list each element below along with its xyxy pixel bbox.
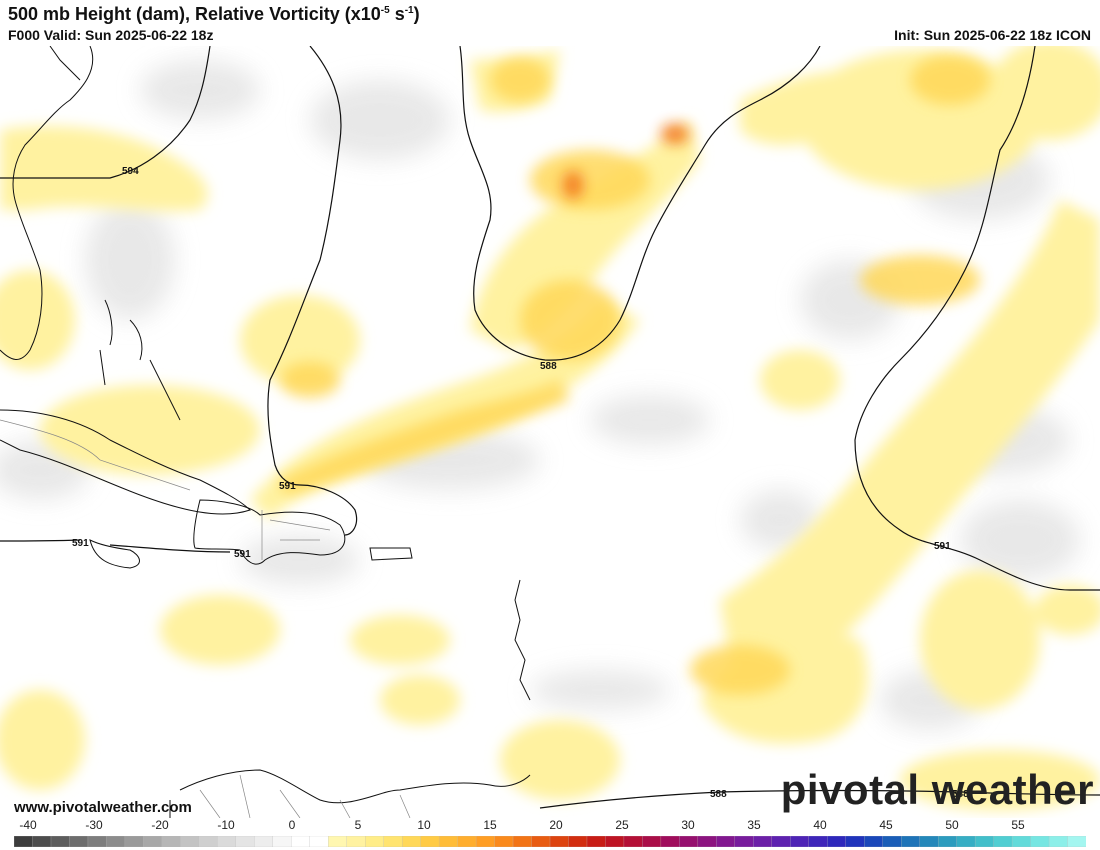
vorticity-colorbar [14, 836, 1086, 847]
coastlines [0, 46, 531, 818]
colorbar-swatch [827, 836, 847, 847]
colorbar-swatch [32, 836, 52, 847]
colorbar-tick-label: 50 [945, 818, 959, 832]
colorbar-tick-label: 55 [1011, 818, 1025, 832]
colorbar-tick-label: 0 [288, 818, 296, 832]
colorbar-swatch [475, 836, 496, 847]
colorbar-swatch [679, 836, 699, 847]
colorbar-swatch [605, 836, 625, 847]
colorbar-swatch [365, 836, 385, 847]
colorbar-swatch [217, 836, 237, 847]
colorbar-swatch [161, 836, 181, 847]
colorbar-swatch [106, 836, 126, 847]
contour-labels: 594 588 591 591 591 591 588 588 [72, 166, 969, 800]
colorbar-swatch [124, 836, 145, 847]
svg-text:591: 591 [234, 549, 251, 560]
colorbar-swatch [328, 836, 348, 847]
svg-text:588: 588 [952, 789, 969, 800]
svg-text:594: 594 [122, 166, 139, 177]
colorbar-swatch [50, 836, 71, 847]
colorbar-tick-label: -30 [85, 818, 103, 832]
colorbar-tick-labels: -40 -30 -20 -10 0 5 10 15 20 25 30 35 40… [0, 818, 1100, 834]
colorbar-tick-label: 25 [615, 818, 629, 832]
colorbar-tick-label: 5 [354, 818, 362, 832]
height-contours [0, 46, 1100, 809]
colorbar-swatch [1067, 836, 1086, 847]
colorbar-swatch [586, 836, 607, 847]
colorbar-swatch [753, 836, 773, 847]
pivotal-weather-logo: pivotal weather [780, 766, 1094, 813]
colorbar-swatch [14, 836, 34, 847]
svg-text:591: 591 [279, 481, 296, 492]
map-header: 500 mb Height (dam), Relative Vorticity … [0, 0, 1100, 46]
colorbar-swatch [531, 836, 551, 847]
colorbar-swatch [1048, 836, 1069, 847]
colorbar-swatch [808, 836, 828, 847]
colorbar-swatch [623, 836, 644, 847]
colorbar-swatch [882, 836, 902, 847]
init-time: Init: Sun 2025-06-22 18z ICON [894, 27, 1091, 43]
colorbar-tick-label: -40 [19, 818, 37, 832]
website-credit: www.pivotalweather.com [14, 799, 192, 816]
colorbar-swatch [660, 836, 681, 847]
svg-text:591: 591 [72, 538, 89, 549]
colorbar-swatch [420, 836, 440, 847]
colorbar-swatch [457, 836, 477, 847]
colorbar-swatch [790, 836, 810, 847]
colorbar-tick-label: 35 [747, 818, 761, 832]
colorbar-swatch [309, 836, 329, 847]
colorbar-swatch [716, 836, 736, 847]
colorbar-tick-label: -10 [217, 818, 235, 832]
svg-text:591: 591 [934, 541, 951, 552]
colorbar-swatch [642, 836, 662, 847]
colorbar-swatch [494, 836, 514, 847]
weather-map[interactable]: 594 588 591 591 591 591 588 588 [0, 46, 1100, 818]
colorbar-swatch [864, 836, 884, 847]
colorbar-swatch [272, 836, 292, 847]
colorbar-swatch [180, 836, 200, 847]
colorbar-tick-label: 30 [681, 818, 695, 832]
map-title: 500 mb Height (dam), Relative Vorticity … [8, 4, 420, 24]
borders [0, 419, 411, 818]
colorbar-swatch [383, 836, 403, 847]
colorbar-swatch [549, 836, 570, 847]
strong-vorticity-shading [563, 124, 689, 199]
colorbar-tick-label: 40 [813, 818, 827, 832]
colorbar-swatch [87, 836, 108, 847]
colorbar-swatch [401, 836, 422, 847]
colorbar-swatch [697, 836, 717, 847]
moderate-vorticity-shading [280, 55, 990, 695]
colorbar-swatch [937, 836, 958, 847]
colorbar-swatch [845, 836, 865, 847]
colorbar-tick-label: -20 [151, 818, 169, 832]
colorbar-tick-label: 20 [549, 818, 563, 832]
colorbar-tick-label: 15 [483, 818, 497, 832]
colorbar-swatch [901, 836, 921, 847]
colorbar-swatch [771, 836, 791, 847]
colorbar-swatch [568, 836, 588, 847]
colorbar-swatch [956, 836, 976, 847]
colorbar-swatch [69, 836, 89, 847]
colorbar-swatch [254, 836, 274, 847]
colorbar-swatch [291, 836, 311, 847]
colorbar-swatch [346, 836, 366, 847]
colorbar-swatch [235, 836, 255, 847]
colorbar-swatch [974, 836, 995, 847]
colorbar-swatch [512, 836, 533, 847]
colorbar-tick-label: 10 [417, 818, 431, 832]
colorbar-swatch [1030, 836, 1050, 847]
colorbar-swatch [919, 836, 939, 847]
colorbar-tick-label: 45 [879, 818, 893, 832]
svg-text:588: 588 [540, 361, 557, 372]
colorbar-swatch [438, 836, 459, 847]
colorbar-swatch [198, 836, 218, 847]
colorbar-swatch [993, 836, 1013, 847]
svg-text:588: 588 [710, 789, 727, 800]
valid-time: F000 Valid: Sun 2025-06-22 18z [8, 27, 214, 43]
colorbar-swatch [143, 836, 163, 847]
colorbar-swatch [1011, 836, 1032, 847]
colorbar-swatch [734, 836, 754, 847]
